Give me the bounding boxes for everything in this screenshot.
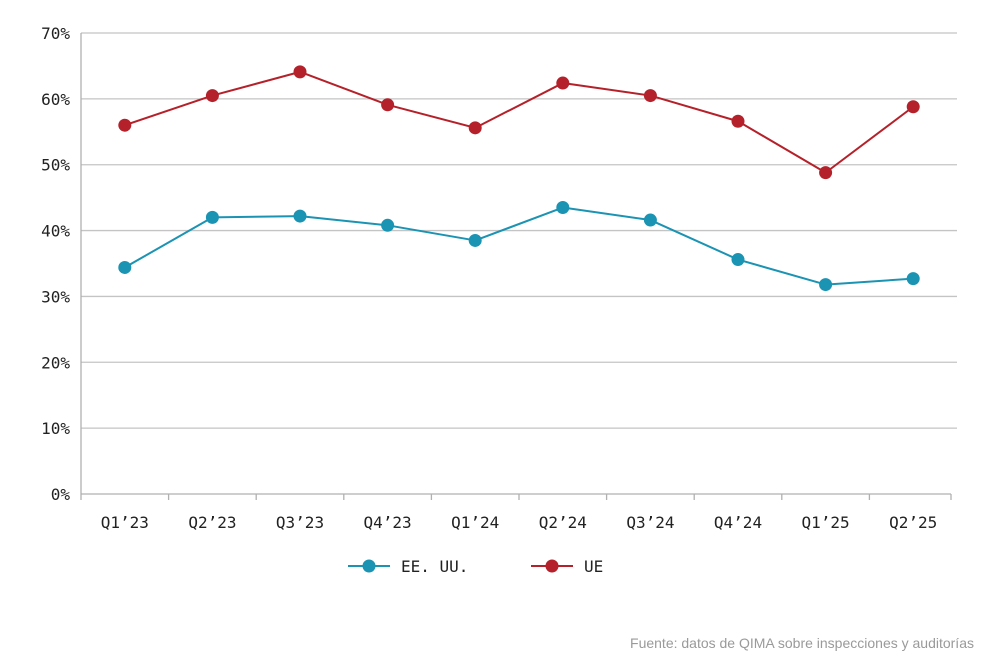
- data-point: [643, 89, 657, 103]
- x-tick-label: Q1’25: [802, 513, 850, 532]
- data-point: [556, 76, 570, 90]
- data-point: [731, 114, 745, 128]
- y-tick-labels: 0% 10% 20% 30% 40% 50% 60% 70%: [41, 24, 70, 504]
- data-point: [118, 260, 132, 274]
- x-tick-label: Q3’23: [276, 513, 324, 532]
- y-tick-label: 30%: [41, 287, 70, 306]
- source-note: Fuente: datos de QIMA sobre inspecciones…: [630, 635, 974, 651]
- data-point: [118, 118, 132, 132]
- data-point: [468, 233, 482, 247]
- legend-swatch-marker: [362, 559, 376, 573]
- x-tick-label: Q4’24: [714, 513, 762, 532]
- legend-swatch-marker: [545, 559, 559, 573]
- series: [118, 65, 920, 292]
- y-tick-label: 10%: [41, 419, 70, 438]
- y-tick-label: 20%: [41, 353, 70, 372]
- data-point: [293, 209, 307, 223]
- data-point: [468, 121, 482, 135]
- legend: EE. UU. UE: [348, 557, 603, 576]
- data-point: [906, 272, 920, 286]
- y-tick-label: 70%: [41, 24, 70, 43]
- x-tick-label: Q1’24: [451, 513, 499, 532]
- data-point: [205, 89, 219, 103]
- x-tick-label: Q4’23: [364, 513, 412, 532]
- x-tick-labels: Q1’23 Q2’23 Q3’23 Q4’23 Q1’24 Q2’24 Q3’24 Q4’24…: [101, 513, 938, 532]
- x-tick-label: Q2’23: [188, 513, 236, 532]
- y-tick-label: 40%: [41, 222, 70, 241]
- series-0: [118, 201, 920, 292]
- legend-item: EE. UU.: [348, 557, 468, 576]
- data-point: [731, 253, 745, 267]
- grid-lines: [81, 32, 957, 429]
- x-tick-label: Q2’25: [889, 513, 937, 532]
- data-point: [819, 278, 833, 292]
- data-point: [819, 166, 833, 180]
- y-tick-label: 60%: [41, 90, 70, 109]
- data-point: [293, 65, 307, 79]
- x-tick-label: Q2’24: [539, 513, 587, 532]
- data-point: [381, 218, 395, 232]
- series-1: [118, 65, 920, 180]
- x-tick-label: Q3’24: [626, 513, 674, 532]
- x-tick-label: Q1’23: [101, 513, 149, 532]
- y-tick-label: 0%: [51, 485, 71, 504]
- data-point: [556, 201, 570, 215]
- y-tick-label: 50%: [41, 156, 70, 175]
- legend-label: UE: [584, 557, 603, 576]
- legend-label: EE. UU.: [401, 557, 468, 576]
- data-point: [643, 213, 657, 227]
- legend-item: UE: [531, 557, 603, 576]
- data-point: [381, 98, 395, 112]
- series-line: [124, 206, 914, 286]
- series-line: [124, 70, 914, 174]
- axes: [80, 33, 952, 500]
- data-point: [205, 210, 219, 224]
- data-point: [906, 100, 920, 114]
